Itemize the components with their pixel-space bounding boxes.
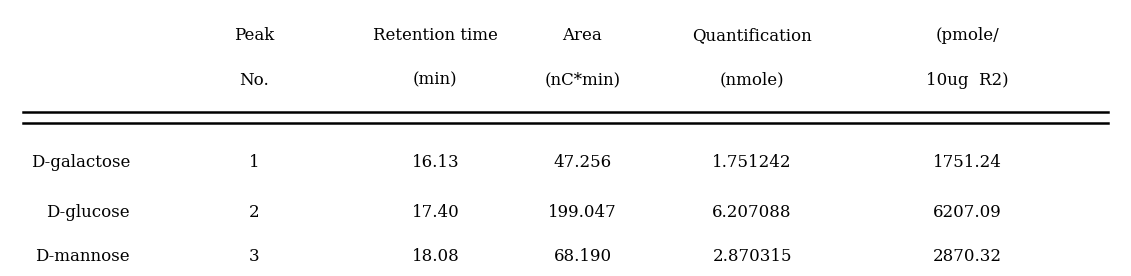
Text: 47.256: 47.256 (553, 154, 612, 171)
Text: D-glucose: D-glucose (46, 204, 130, 221)
Text: Retention time: Retention time (373, 27, 498, 44)
Text: 10ug  R2): 10ug R2) (925, 71, 1009, 89)
Text: 16.13: 16.13 (412, 154, 459, 171)
Text: 2: 2 (249, 204, 260, 221)
Text: D-mannose: D-mannose (35, 248, 130, 265)
Text: 6207.09: 6207.09 (933, 204, 1001, 221)
Text: 1: 1 (249, 154, 260, 171)
Text: 6.207088: 6.207088 (713, 204, 792, 221)
Text: (nmole): (nmole) (719, 71, 785, 89)
Text: 1751.24: 1751.24 (933, 154, 1001, 171)
Text: 199.047: 199.047 (549, 204, 616, 221)
Text: 17.40: 17.40 (412, 204, 459, 221)
Text: 1.751242: 1.751242 (713, 154, 792, 171)
Text: 18.08: 18.08 (412, 248, 459, 265)
Text: 3: 3 (249, 248, 260, 265)
Text: (min): (min) (413, 71, 458, 89)
Text: (nC*min): (nC*min) (544, 71, 621, 89)
Text: 2870.32: 2870.32 (932, 248, 1002, 265)
Text: Quantification: Quantification (692, 27, 812, 44)
Text: No.: No. (240, 71, 269, 89)
Text: 68.190: 68.190 (553, 248, 612, 265)
Text: D-galactose: D-galactose (31, 154, 130, 171)
Text: (pmole/: (pmole/ (935, 27, 999, 44)
Text: Area: Area (562, 27, 603, 44)
Text: 2.870315: 2.870315 (713, 248, 792, 265)
Text: Peak: Peak (234, 27, 275, 44)
